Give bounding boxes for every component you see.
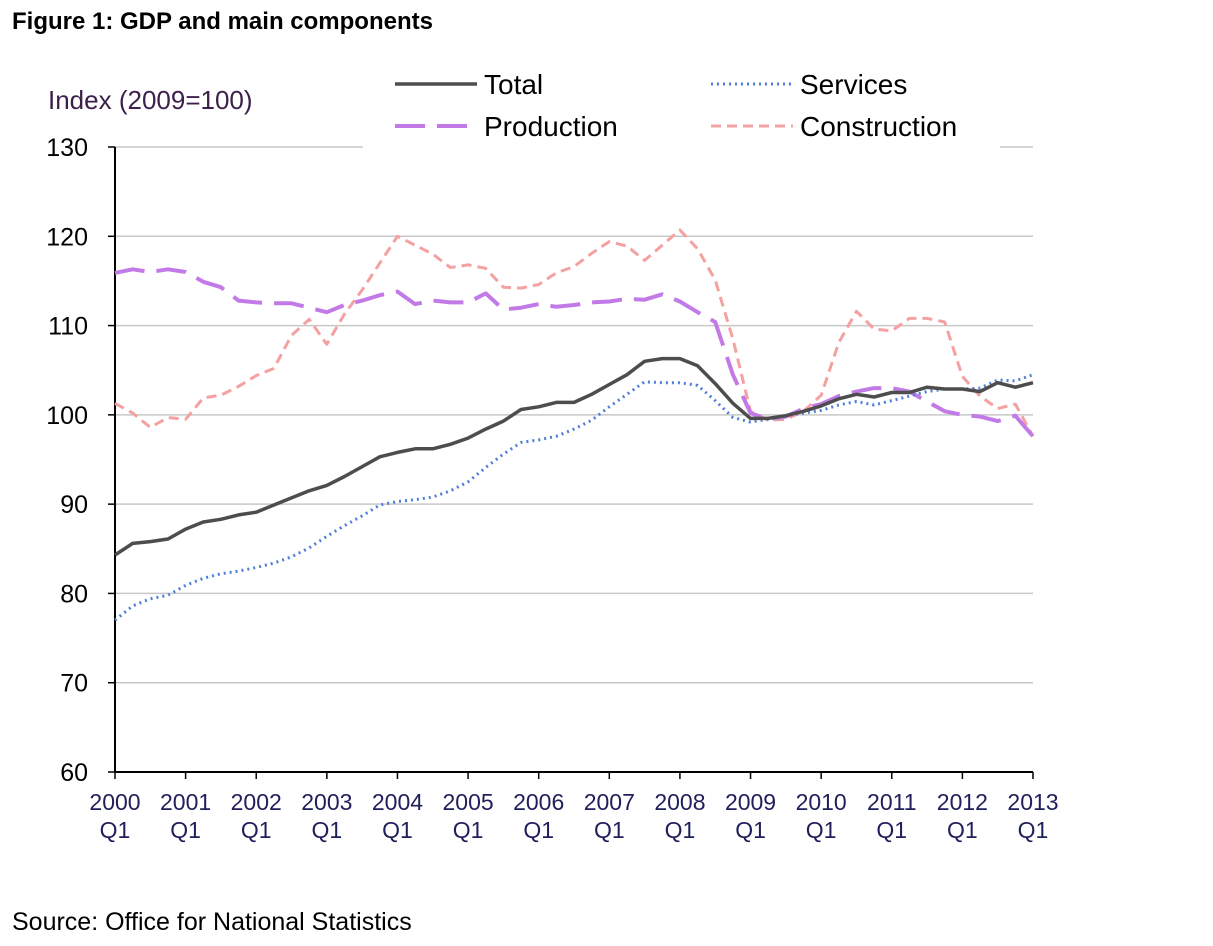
x-tick-label-year: 2004 [372, 789, 423, 815]
y-tick-label: 70 [60, 670, 88, 698]
x-tick-label-year: 2012 [937, 789, 988, 815]
x-tick-label-quarter: Q1 [241, 817, 272, 843]
x-tick-label-quarter: Q1 [312, 817, 343, 843]
x-tick-label-year: 2002 [231, 789, 282, 815]
x-tick-label-quarter: Q1 [100, 817, 131, 843]
x-tick-label-quarter: Q1 [523, 817, 554, 843]
x-tick-label-year: 2001 [160, 789, 211, 815]
x-tick-label-year: 2006 [513, 789, 564, 815]
y-tick-label: 80 [60, 580, 88, 608]
x-tick-label-quarter: Q1 [594, 817, 625, 843]
x-tick-label-quarter: Q1 [947, 817, 978, 843]
series-line-construction [114, 228, 1035, 438]
x-tick-label-year: 2008 [654, 789, 705, 815]
legend-label-construction: Construction [800, 111, 957, 142]
legend: Total Services Production Construction [363, 62, 1000, 154]
x-tick-label-year: 2011 [867, 789, 916, 815]
series-line-production [114, 267, 1035, 438]
axis-layer: 607080901001101201302000Q12001Q12002Q120… [46, 134, 1058, 843]
series-line-services [114, 373, 1034, 622]
figure-title: Figure 1: GDP and main components [12, 8, 433, 35]
y-axis-label: Index (2009=100) [48, 85, 253, 115]
x-tick-label-year: 2010 [796, 789, 847, 815]
x-tick-label-quarter: Q1 [665, 817, 696, 843]
x-tick-label-quarter: Q1 [453, 817, 484, 843]
legend-label-services: Services [800, 69, 907, 100]
y-tick-label: 60 [60, 759, 88, 787]
x-tick-label-year: 2000 [89, 789, 140, 815]
source-note: Source: Office for National Statistics [12, 908, 412, 936]
x-tick-label-quarter: Q1 [876, 817, 907, 843]
series-line-total [114, 356, 1034, 557]
grid-layer [115, 146, 1033, 684]
y-tick-label: 100 [46, 402, 88, 430]
legend-label-production: Production [484, 111, 618, 142]
series-layer [114, 228, 1035, 622]
legend-background [363, 62, 1000, 154]
y-tick-label: 120 [46, 223, 88, 251]
x-tick-label-year: 2005 [442, 789, 493, 815]
y-tick-label: 90 [60, 491, 88, 519]
x-tick-label-quarter: Q1 [806, 817, 837, 843]
x-tick-label-year: 2003 [301, 789, 352, 815]
x-tick-label-quarter: Q1 [170, 817, 201, 843]
x-tick-label-quarter: Q1 [382, 817, 413, 843]
y-tick-label: 130 [46, 134, 88, 162]
x-tick-label-year: 2009 [725, 789, 776, 815]
y-tick-label: 110 [48, 313, 88, 341]
x-tick-label-quarter: Q1 [1018, 817, 1049, 843]
legend-label-total: Total [484, 69, 543, 100]
x-tick-label-quarter: Q1 [735, 817, 766, 843]
x-tick-label-year: 2013 [1007, 789, 1058, 815]
x-tick-label-year: 2007 [584, 789, 635, 815]
